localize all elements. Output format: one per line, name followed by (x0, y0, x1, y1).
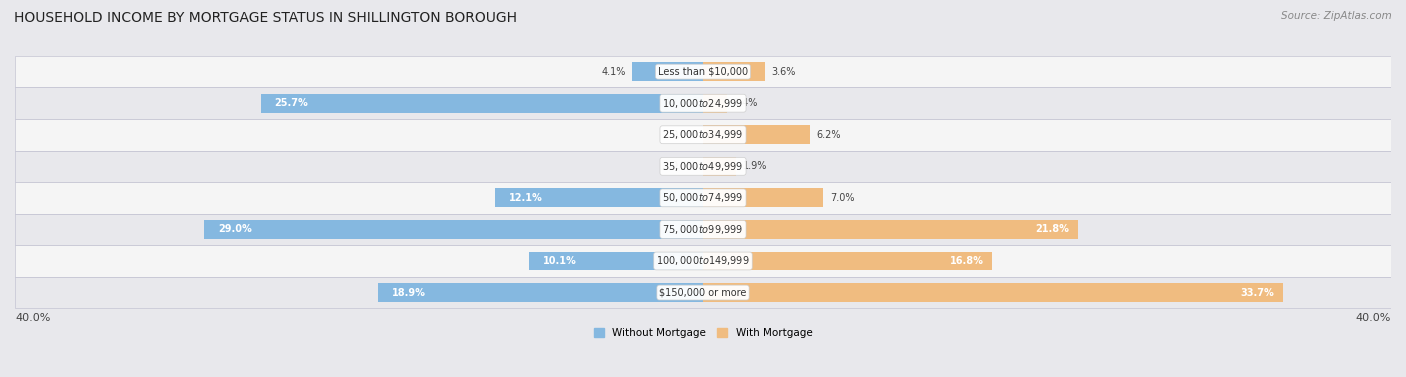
Text: Source: ZipAtlas.com: Source: ZipAtlas.com (1281, 11, 1392, 21)
Bar (262, 94, 703, 113)
Text: 1.4%: 1.4% (734, 98, 758, 108)
Text: 7.0%: 7.0% (831, 193, 855, 203)
Text: 40.0%: 40.0% (15, 313, 51, 323)
Bar (15, 119, 1391, 150)
Legend: Without Mortgage, With Mortgage: Without Mortgage, With Mortgage (589, 324, 817, 343)
Text: 21.8%: 21.8% (1035, 224, 1070, 234)
Text: 33.7%: 33.7% (1240, 288, 1274, 297)
Text: 0.0%: 0.0% (672, 130, 696, 140)
Text: $10,000 to $24,999: $10,000 to $24,999 (662, 97, 744, 110)
Bar (15, 150, 1391, 182)
Text: 4.1%: 4.1% (602, 67, 626, 77)
Bar (703, 251, 993, 270)
Text: $100,000 to $149,999: $100,000 to $149,999 (657, 254, 749, 268)
Text: 12.1%: 12.1% (509, 193, 543, 203)
Bar (204, 220, 703, 239)
Text: 29.0%: 29.0% (218, 224, 252, 234)
Bar (703, 62, 765, 81)
Bar (703, 220, 1078, 239)
Text: $75,000 to $99,999: $75,000 to $99,999 (662, 223, 744, 236)
Text: HOUSEHOLD INCOME BY MORTGAGE STATUS IN SHILLINGTON BOROUGH: HOUSEHOLD INCOME BY MORTGAGE STATUS IN S… (14, 11, 517, 25)
Text: $50,000 to $74,999: $50,000 to $74,999 (662, 192, 744, 204)
Text: 10.1%: 10.1% (543, 256, 576, 266)
Text: $150,000 or more: $150,000 or more (659, 288, 747, 297)
Text: 6.2%: 6.2% (817, 130, 841, 140)
Bar (15, 182, 1391, 214)
Bar (15, 87, 1391, 119)
Bar (15, 245, 1391, 277)
Text: Less than $10,000: Less than $10,000 (658, 67, 748, 77)
Text: $35,000 to $49,999: $35,000 to $49,999 (662, 160, 744, 173)
Text: 1.9%: 1.9% (742, 161, 766, 171)
Bar (703, 283, 1282, 302)
Text: 25.7%: 25.7% (274, 98, 308, 108)
Bar (703, 94, 727, 113)
Bar (15, 56, 1391, 87)
Bar (529, 251, 703, 270)
Text: 18.9%: 18.9% (392, 288, 426, 297)
Bar (703, 125, 810, 144)
Text: 0.0%: 0.0% (672, 161, 696, 171)
Text: $25,000 to $34,999: $25,000 to $34,999 (662, 128, 744, 141)
Bar (15, 277, 1391, 308)
Text: 40.0%: 40.0% (1355, 313, 1391, 323)
Bar (703, 188, 824, 207)
Text: 16.8%: 16.8% (949, 256, 983, 266)
Bar (378, 283, 703, 302)
Text: 3.6%: 3.6% (772, 67, 796, 77)
Bar (495, 188, 703, 207)
Bar (633, 62, 703, 81)
Bar (15, 214, 1391, 245)
Bar (703, 157, 735, 176)
